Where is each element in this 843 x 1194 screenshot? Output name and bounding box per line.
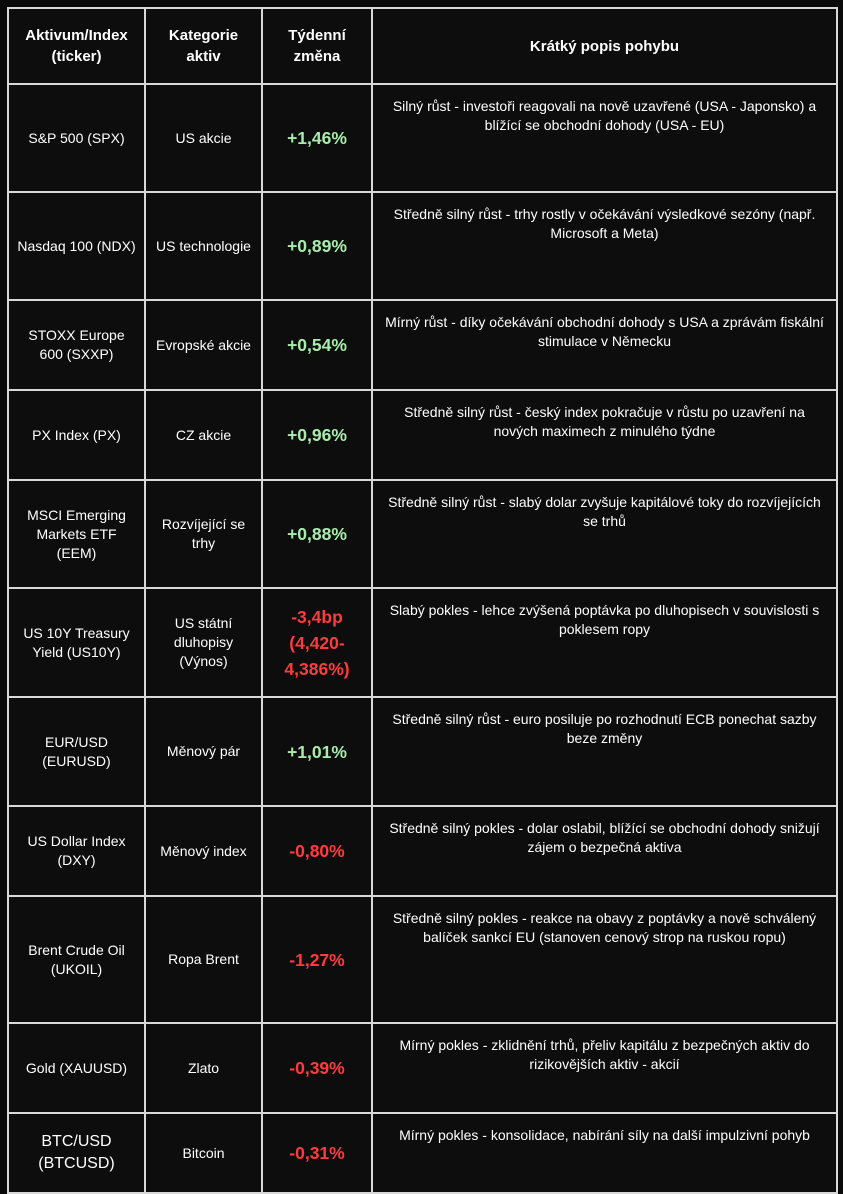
change-cell: -1,27% (261, 895, 373, 1024)
header-change: Týdenní změna (261, 7, 373, 85)
description-cell: Středně silný růst - euro posiluje po ro… (371, 696, 838, 807)
change-cell: +1,01% (261, 696, 373, 807)
category-cell: Ropa Brent (144, 895, 263, 1024)
change-cell: -3,4bp (4,420-4,386%) (261, 587, 373, 698)
description-cell: Středně silný pokles - dolar oslabil, bl… (371, 805, 838, 897)
weekly-change-table: Aktivum/Index (ticker) Kategorie aktiv T… (7, 7, 838, 1194)
category-cell: US státní dluhopisy (Výnos) (144, 587, 263, 698)
category-cell: US technologie (144, 191, 263, 301)
header-description: Krátký popis pohybu (371, 7, 838, 85)
category-cell: Měnový pár (144, 696, 263, 807)
table-row: US 10Y Treasury Yield (US10Y) US státní … (7, 587, 838, 698)
change-cell: -0,80% (261, 805, 373, 897)
asset-cell: PX Index (PX) (7, 389, 146, 481)
asset-cell: S&P 500 (SPX) (7, 83, 146, 193)
category-cell: Měnový index (144, 805, 263, 897)
description-cell: Středně silný růst - slabý dolar zvyšuje… (371, 479, 838, 589)
category-cell: Bitcoin (144, 1112, 263, 1194)
description-cell: Středně silný růst - český index pokraču… (371, 389, 838, 481)
table-header-row: Aktivum/Index (ticker) Kategorie aktiv T… (7, 7, 838, 85)
change-cell: +0,96% (261, 389, 373, 481)
category-cell: Evropské akcie (144, 299, 263, 391)
table-row: PX Index (PX) CZ akcie +0,96% Středně si… (7, 389, 838, 481)
description-cell: Mírný pokles - konsolidace, nabírání síl… (371, 1112, 838, 1194)
change-cell: -0,39% (261, 1022, 373, 1114)
table-row: Brent Crude Oil (UKOIL) Ropa Brent -1,27… (7, 895, 838, 1024)
description-cell: Silný růst - investoři reagovali na nově… (371, 83, 838, 193)
asset-cell: Nasdaq 100 (NDX) (7, 191, 146, 301)
header-category: Kategorie aktiv (144, 7, 263, 85)
change-cell: -0,31% (261, 1112, 373, 1194)
asset-cell: STOXX Europe 600 (SXXP) (7, 299, 146, 391)
category-cell: CZ akcie (144, 389, 263, 481)
category-cell: Rozvíjející se trhy (144, 479, 263, 589)
asset-cell: EUR/USD (EURUSD) (7, 696, 146, 807)
table-row: MSCI Emerging Markets ETF (EEM) Rozvíjej… (7, 479, 838, 589)
description-cell: Středně silný růst - trhy rostly v očeká… (371, 191, 838, 301)
description-cell: Slabý pokles - lehce zvýšená poptávka po… (371, 587, 838, 698)
table-row: Gold (XAUUSD) Zlato -0,39% Mírný pokles … (7, 1022, 838, 1114)
description-cell: Mírný růst - díky očekávání obchodní doh… (371, 299, 838, 391)
table-row: BTC/USD (BTCUSD) Bitcoin -0,31% Mírný po… (7, 1112, 838, 1194)
asset-cell: US 10Y Treasury Yield (US10Y) (7, 587, 146, 698)
description-cell: Středně silný pokles - reakce na obavy z… (371, 895, 838, 1024)
description-cell: Mírný pokles - zklidnění trhů, přeliv ka… (371, 1022, 838, 1114)
asset-cell: MSCI Emerging Markets ETF (EEM) (7, 479, 146, 589)
table-row: STOXX Europe 600 (SXXP) Evropské akcie +… (7, 299, 838, 391)
header-asset: Aktivum/Index (ticker) (7, 7, 146, 85)
table-row: US Dollar Index (DXY) Měnový index -0,80… (7, 805, 838, 897)
table-row: Nasdaq 100 (NDX) US technologie +0,89% S… (7, 191, 838, 301)
asset-cell: BTC/USD (BTCUSD) (7, 1112, 146, 1194)
asset-cell: Gold (XAUUSD) (7, 1022, 146, 1114)
category-cell: Zlato (144, 1022, 263, 1114)
table-row: S&P 500 (SPX) US akcie +1,46% Silný růst… (7, 83, 838, 193)
change-cell: +0,89% (261, 191, 373, 301)
table-row: EUR/USD (EURUSD) Měnový pár +1,01% Střed… (7, 696, 838, 807)
change-cell: +0,54% (261, 299, 373, 391)
category-cell: US akcie (144, 83, 263, 193)
asset-cell: Brent Crude Oil (UKOIL) (7, 895, 146, 1024)
asset-cell: US Dollar Index (DXY) (7, 805, 146, 897)
change-cell: +0,88% (261, 479, 373, 589)
change-cell: +1,46% (261, 83, 373, 193)
